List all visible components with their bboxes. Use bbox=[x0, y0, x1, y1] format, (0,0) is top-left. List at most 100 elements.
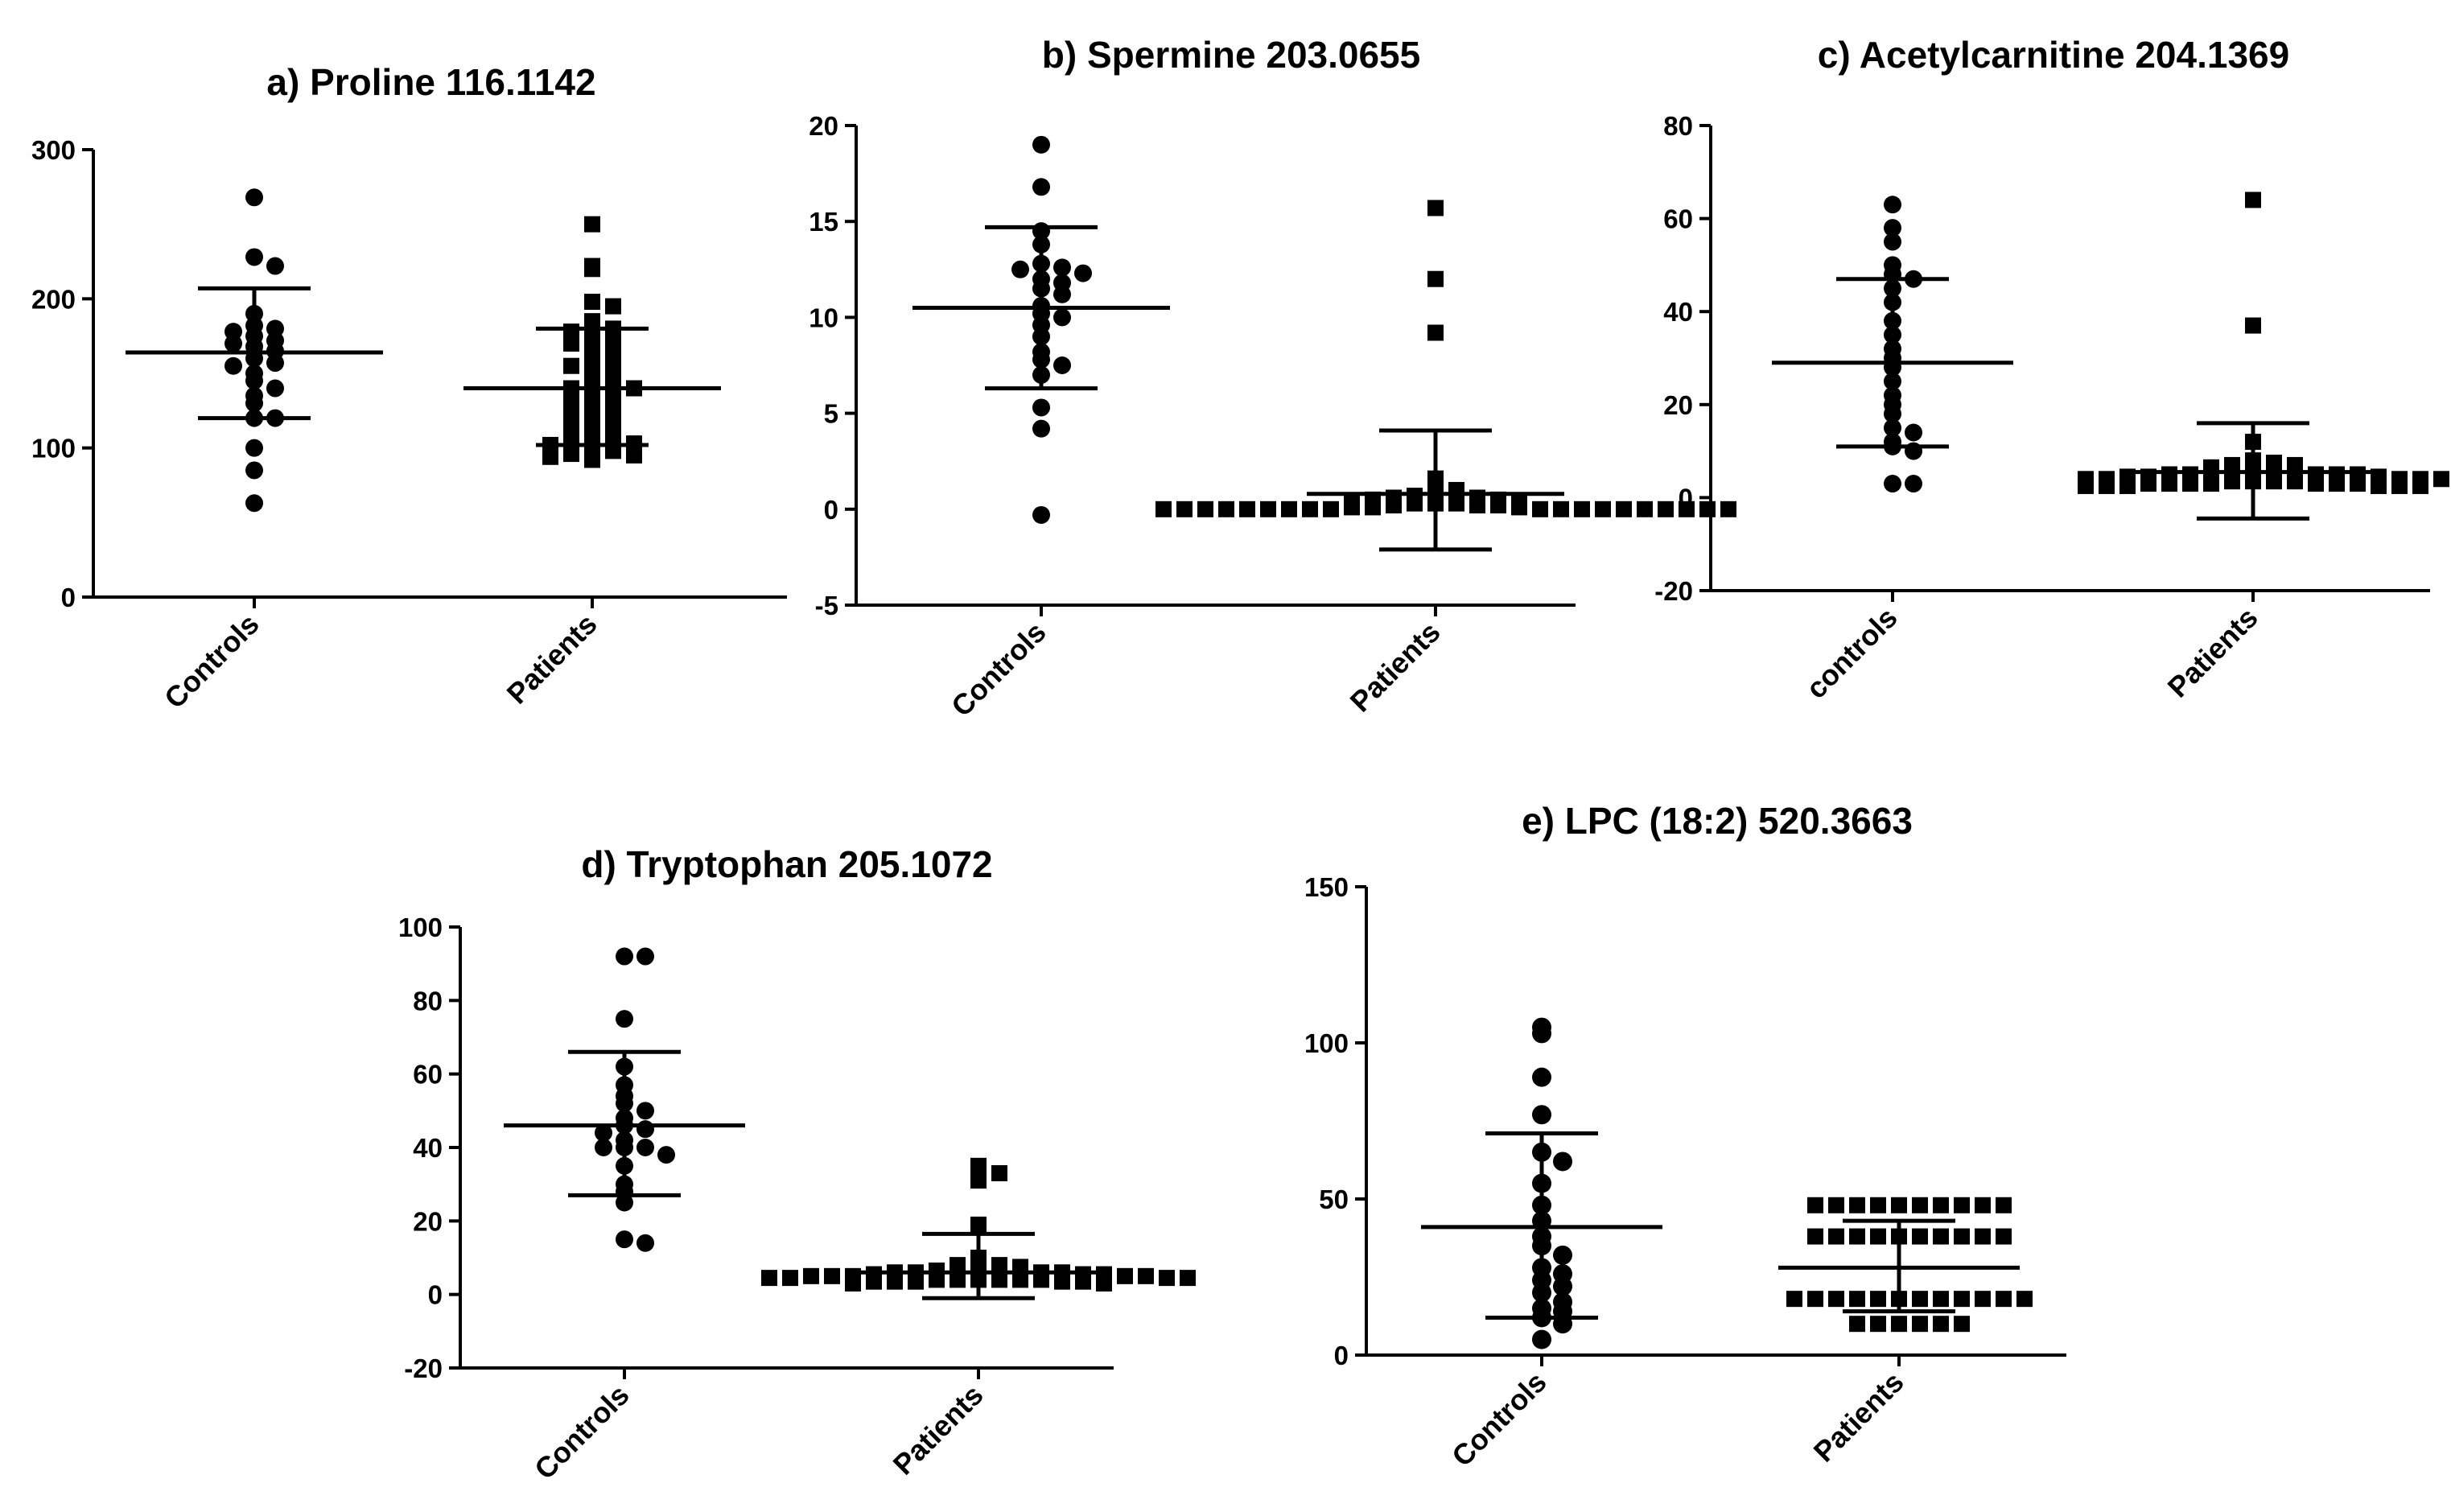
data-point bbox=[266, 354, 284, 373]
data-point bbox=[636, 1120, 654, 1139]
data-point bbox=[1032, 419, 1050, 438]
data-point bbox=[584, 451, 600, 468]
data-point bbox=[1176, 501, 1193, 517]
data-point bbox=[2161, 476, 2177, 492]
data-point bbox=[824, 1267, 840, 1284]
data-point bbox=[1954, 1316, 1970, 1333]
data-point bbox=[1053, 308, 1071, 327]
data-point bbox=[1616, 501, 1632, 517]
data-point bbox=[1075, 1273, 1091, 1290]
data-point bbox=[1138, 1267, 1154, 1284]
data-point bbox=[1260, 501, 1276, 517]
data-point bbox=[1658, 501, 1674, 517]
data-point bbox=[1180, 1270, 1196, 1287]
y-tick-label: 100 bbox=[1304, 1028, 1349, 1058]
data-point bbox=[1807, 1291, 1823, 1308]
data-point bbox=[1032, 178, 1050, 196]
data-point bbox=[2016, 1291, 2033, 1308]
chart-panel-c: c) Acetylcarnitine 204.1369 -20 0 20 40 60 80 c… bbox=[1654, 34, 2449, 705]
data-point bbox=[245, 188, 263, 207]
data-point bbox=[1975, 1291, 1991, 1308]
data-point bbox=[605, 353, 621, 370]
data-point bbox=[2412, 477, 2428, 494]
data-point bbox=[1849, 1228, 1865, 1245]
data-point bbox=[584, 294, 600, 311]
x-category-label: Patients bbox=[1807, 1366, 1910, 1469]
y-tick-label: 300 bbox=[31, 135, 76, 165]
data-point bbox=[1532, 1067, 1551, 1087]
data-point bbox=[1469, 497, 1485, 514]
data-point bbox=[1637, 501, 1653, 517]
data-point bbox=[616, 1193, 633, 1212]
data-point bbox=[245, 439, 263, 457]
data-point bbox=[636, 1234, 654, 1252]
y-tick-label: 5 bbox=[824, 399, 838, 429]
data-point bbox=[1032, 505, 1050, 524]
chart-panel-e: e) LPC (18:2) 520.3663 0 50 100 150 Controls P… bbox=[1304, 800, 2066, 1473]
data-point bbox=[626, 447, 642, 463]
data-point bbox=[929, 1271, 945, 1288]
y-tick-label: 0 bbox=[1334, 1341, 1349, 1370]
data-point bbox=[266, 257, 284, 275]
data-point bbox=[1532, 1024, 1551, 1044]
series-patients bbox=[1155, 200, 1736, 552]
data-point bbox=[1323, 501, 1339, 517]
data-point bbox=[1096, 1275, 1112, 1292]
data-point bbox=[657, 1146, 675, 1164]
data-point bbox=[1905, 423, 1922, 442]
y-tick-label: 50 bbox=[1319, 1184, 1349, 1214]
y-tick-label: 20 bbox=[809, 111, 838, 141]
data-point bbox=[2245, 192, 2261, 208]
y-tick-label: 80 bbox=[413, 986, 443, 1016]
data-point bbox=[1849, 1197, 1865, 1213]
data-point bbox=[245, 494, 263, 513]
data-point bbox=[1933, 1291, 1949, 1308]
y-tick-label: 40 bbox=[1663, 297, 1693, 327]
chart-title: e) LPC (18:2) 520.3663 bbox=[1522, 800, 1913, 842]
chart-title-prefix: d) bbox=[581, 843, 616, 885]
y-tick-label: 40 bbox=[413, 1133, 443, 1163]
data-point bbox=[636, 1139, 654, 1156]
data-point bbox=[1074, 264, 1092, 282]
data-point bbox=[616, 1010, 633, 1028]
x-category-label: Controls bbox=[158, 608, 266, 715]
data-point bbox=[2099, 477, 2115, 494]
data-point bbox=[1595, 501, 1611, 517]
y-tick-label: 80 bbox=[1663, 111, 1693, 141]
data-point bbox=[245, 248, 263, 266]
data-point bbox=[970, 1216, 987, 1233]
chart-title-text: LPC (18:2) 520.3663 bbox=[1555, 800, 1913, 842]
data-point bbox=[950, 1271, 966, 1288]
data-point bbox=[1365, 499, 1381, 516]
data-point bbox=[1448, 495, 1464, 512]
data-point bbox=[2140, 476, 2156, 492]
y-tick-label: 10 bbox=[809, 303, 838, 332]
chart-title-prefix: e) bbox=[1522, 800, 1555, 842]
series-patients bbox=[2078, 192, 2449, 521]
data-point bbox=[845, 1275, 861, 1292]
data-point bbox=[1954, 1197, 1970, 1213]
data-point bbox=[1553, 1152, 1572, 1172]
data-point bbox=[1386, 497, 1402, 514]
y-tick-label: 20 bbox=[413, 1206, 443, 1236]
series-controls bbox=[1421, 1017, 1662, 1349]
data-point bbox=[803, 1267, 819, 1284]
data-point bbox=[1012, 1271, 1028, 1288]
chart-title-prefix: a) bbox=[266, 61, 299, 103]
series-patients bbox=[761, 1157, 1196, 1300]
data-point bbox=[1490, 497, 1506, 514]
data-point bbox=[1011, 260, 1029, 278]
data-point bbox=[2371, 477, 2387, 494]
data-point bbox=[1954, 1291, 1970, 1308]
data-point bbox=[1053, 285, 1071, 303]
y-tick-label: -20 bbox=[1654, 576, 1693, 606]
data-point bbox=[2266, 473, 2282, 490]
x-category-label: Controls bbox=[1445, 1366, 1553, 1473]
y-tick-label: -5 bbox=[815, 591, 838, 620]
data-point bbox=[1427, 324, 1444, 341]
data-point bbox=[1996, 1197, 2012, 1213]
data-point bbox=[1532, 1105, 1551, 1125]
data-point bbox=[2287, 473, 2303, 490]
data-point bbox=[616, 947, 633, 966]
